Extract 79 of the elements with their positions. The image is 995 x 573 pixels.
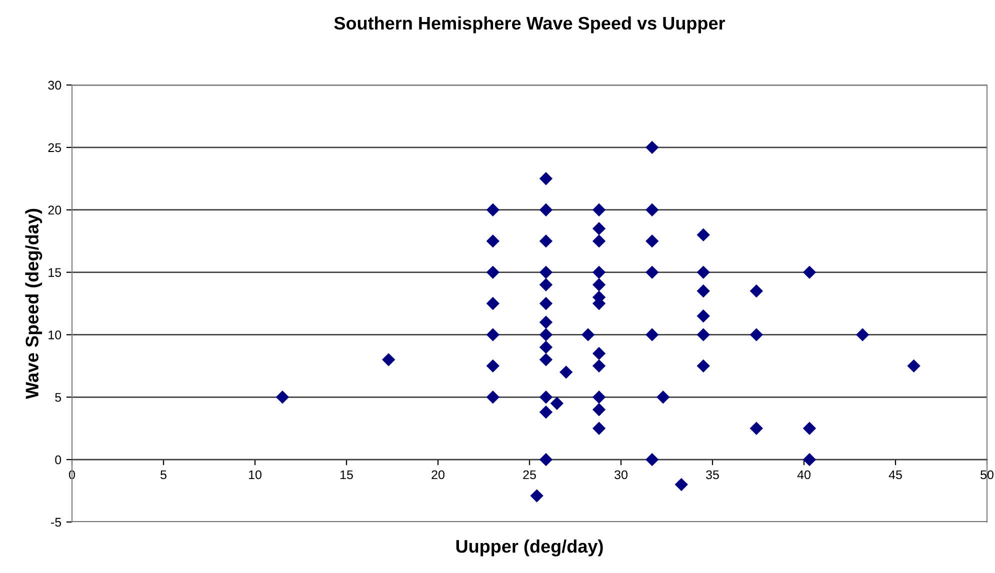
y-tick-label: 15 xyxy=(48,268,62,277)
point xyxy=(539,278,553,292)
point xyxy=(539,234,553,248)
point xyxy=(674,478,688,492)
point xyxy=(696,328,710,342)
point xyxy=(802,422,816,435)
point xyxy=(276,390,290,404)
point xyxy=(486,234,500,248)
point xyxy=(750,328,764,342)
x-tick-label: 20 xyxy=(432,470,444,480)
x-tick-label: 40 xyxy=(797,470,810,480)
point xyxy=(646,234,659,248)
point xyxy=(530,489,544,502)
y-tick-label: 30 xyxy=(48,80,62,90)
x-axis-title: Uupper (deg/day) xyxy=(456,539,603,556)
x-tick-label: 50 xyxy=(980,470,994,480)
x-tick-label: 10 xyxy=(249,470,262,480)
point xyxy=(486,203,500,216)
point xyxy=(539,316,553,329)
point xyxy=(592,390,606,404)
point xyxy=(696,309,710,323)
point xyxy=(539,340,553,354)
x-tick-label: 15 xyxy=(340,470,353,480)
point xyxy=(696,228,710,242)
point xyxy=(539,203,553,216)
y-axis-title: Wave Speed (deg/day) xyxy=(25,208,42,399)
point xyxy=(539,406,553,419)
point xyxy=(802,452,816,466)
point xyxy=(486,296,500,310)
point xyxy=(646,266,659,279)
point xyxy=(592,222,606,236)
point xyxy=(696,284,710,298)
point xyxy=(750,284,764,298)
chart-title: Southern Hemisphere Wave Speed vs Uupper xyxy=(334,16,726,34)
point xyxy=(539,266,553,279)
y-tick-label: 25 xyxy=(48,143,62,152)
y-tick-label: 0 xyxy=(55,455,62,464)
point xyxy=(592,278,606,292)
point xyxy=(592,234,606,248)
point xyxy=(656,390,670,404)
point xyxy=(856,328,870,342)
point xyxy=(592,266,606,279)
point xyxy=(646,328,659,342)
point xyxy=(550,396,564,410)
point xyxy=(592,359,606,373)
point xyxy=(750,422,764,435)
x-tick-label: 45 xyxy=(888,470,902,480)
point xyxy=(696,266,710,279)
point xyxy=(592,422,606,435)
point xyxy=(486,359,500,373)
point xyxy=(646,140,659,154)
point xyxy=(696,359,710,373)
point xyxy=(539,353,553,366)
point xyxy=(560,366,573,379)
point xyxy=(592,203,606,216)
point xyxy=(592,403,606,416)
point xyxy=(539,172,553,186)
x-tick-label: 30 xyxy=(614,470,628,480)
point xyxy=(646,203,659,216)
point xyxy=(802,266,816,279)
point xyxy=(539,390,553,404)
y-tick-label: 10 xyxy=(48,330,62,340)
point xyxy=(486,390,500,404)
y-tick-label: 5 xyxy=(55,393,62,402)
y-tick-label: 20 xyxy=(48,206,62,215)
x-tick-label: 25 xyxy=(523,470,536,480)
point xyxy=(486,266,500,279)
y-tick-label: -5 xyxy=(51,518,62,527)
point xyxy=(539,452,553,466)
point xyxy=(907,359,920,373)
point xyxy=(646,452,659,466)
x-tick-label: 35 xyxy=(706,470,719,480)
point xyxy=(539,296,553,310)
x-tick-label: 5 xyxy=(160,470,166,480)
point xyxy=(486,328,500,342)
point xyxy=(539,328,553,342)
point xyxy=(581,328,595,342)
point xyxy=(592,346,606,360)
point xyxy=(382,353,396,366)
